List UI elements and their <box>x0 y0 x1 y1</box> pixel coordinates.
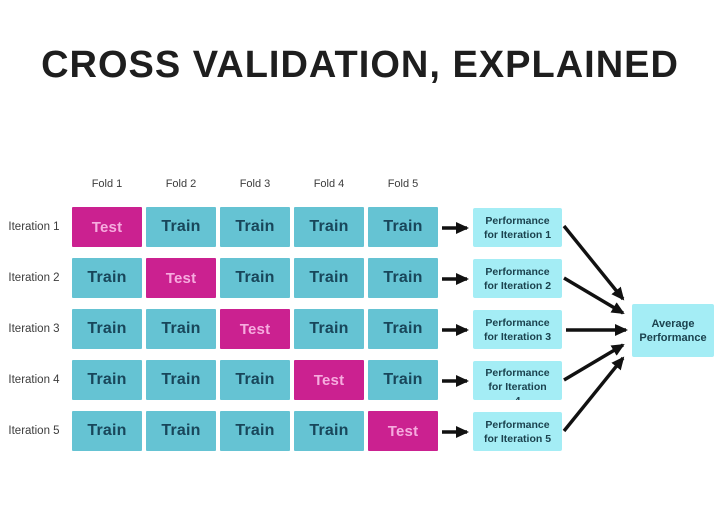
iteration-label-1: Iteration 1 <box>8 221 60 233</box>
cell-iteration3-fold5: Train <box>368 309 438 349</box>
performance-box-1-line2: for Iteration 1 <box>483 228 552 241</box>
arrow-performance4-to-average <box>563 343 625 382</box>
arrow-performance1-to-average <box>562 224 625 301</box>
performance-box-3-line1: Performance <box>485 316 550 329</box>
cell-iteration2-fold1: Train <box>72 258 142 298</box>
performance-box-4-line1: Performance <box>485 367 550 379</box>
cell-iteration3-fold2: Train <box>146 309 216 349</box>
performance-box-1: Performance for Iteration 1 <box>473 208 562 247</box>
cell-iteration1-fold5: Train <box>368 207 438 247</box>
cell-iteration2-fold3: Train <box>220 258 290 298</box>
performance-box-3-line2: for Iteration 3 <box>483 330 552 343</box>
cell-iteration1-fold4: Train <box>294 207 364 247</box>
performance-box-1-line1: Performance <box>485 214 550 227</box>
iteration-label-2: Iteration 2 <box>8 272 60 284</box>
page-title: CROSS VALIDATION, EXPLAINED <box>41 44 679 86</box>
fold-header-4: Fold 4 <box>313 178 345 190</box>
performance-box-3: Performance for Iteration 3 <box>473 310 562 349</box>
fold-header-2: Fold 2 <box>165 178 197 190</box>
average-box-line1: Average <box>651 317 695 330</box>
performance-box-5-line1: Performance <box>485 418 550 431</box>
cell-iteration4-fold3: Train <box>220 360 290 400</box>
cell-iteration4-fold2: Train <box>146 360 216 400</box>
iteration-label-4: Iteration 4 <box>8 374 60 386</box>
cell-iteration4-fold4: Test <box>294 360 364 400</box>
cell-iteration3-fold1: Train <box>72 309 142 349</box>
performance-box-5-line2: for Iteration 5 <box>483 432 552 445</box>
cell-iteration4-fold1: Train <box>72 360 142 400</box>
cell-iteration5-fold5: Test <box>368 411 438 451</box>
cell-iteration5-fold3: Train <box>220 411 290 451</box>
performance-box-2-line2: for Iteration 2 <box>483 279 552 292</box>
performance-box-4-line2: for Iteration <box>488 381 547 393</box>
arrow-performance2-to-average <box>563 276 625 315</box>
cell-iteration4-fold5: Train <box>368 360 438 400</box>
cell-iteration5-fold1: Train <box>72 411 142 451</box>
fold-header-3: Fold 3 <box>239 178 271 190</box>
cell-iteration3-fold4: Train <box>294 309 364 349</box>
cell-iteration1-fold3: Train <box>220 207 290 247</box>
cell-iteration3-fold3: Test <box>220 309 290 349</box>
performance-box-4: Performance for Iteration 4 <box>473 361 562 400</box>
cell-iteration1-fold1: Test <box>72 207 142 247</box>
iteration-label-5: Iteration 5 <box>8 425 60 437</box>
cell-iteration5-fold2: Train <box>146 411 216 451</box>
fold-header-1: Fold 1 <box>91 178 123 190</box>
cell-iteration2-fold2: Test <box>146 258 216 298</box>
average-performance-box: Average Performance <box>632 304 714 357</box>
cell-iteration2-fold5: Train <box>368 258 438 298</box>
cell-iteration5-fold4: Train <box>294 411 364 451</box>
performance-box-2: Performance for Iteration 2 <box>473 259 562 298</box>
arrow-performance5-to-average <box>562 356 625 433</box>
cell-iteration2-fold4: Train <box>294 258 364 298</box>
cell-iteration1-fold2: Train <box>146 207 216 247</box>
fold-header-5: Fold 5 <box>387 178 419 190</box>
performance-box-4-line3: 4 <box>515 394 521 400</box>
performance-box-2-line1: Performance <box>485 265 550 278</box>
iteration-label-3: Iteration 3 <box>8 323 60 335</box>
average-box-line2: Performance <box>639 331 707 344</box>
performance-box-5: Performance for Iteration 5 <box>473 412 562 451</box>
